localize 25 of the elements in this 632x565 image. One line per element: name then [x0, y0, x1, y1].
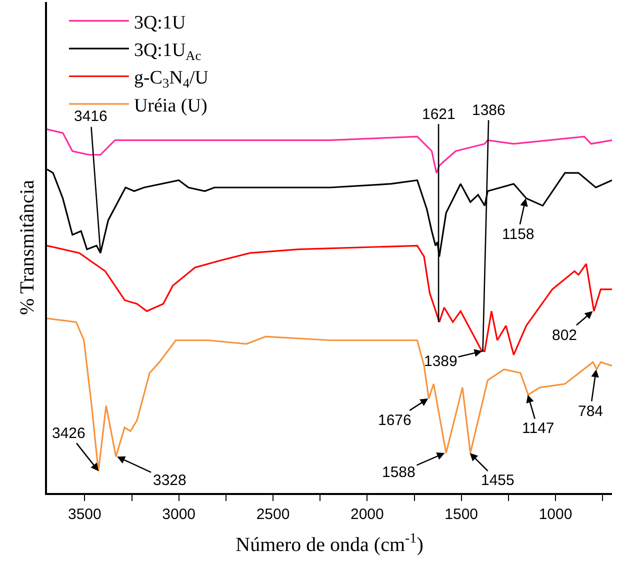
x-tick-label: 3500	[68, 506, 102, 523]
annotation: 1676	[378, 412, 412, 429]
legend-label: Uréia (U)	[134, 95, 208, 116]
annotation: 1158	[502, 226, 534, 243]
x-tick-label: 3000	[162, 506, 196, 523]
annotation: 1389	[424, 353, 458, 370]
legend-label: 3Q:1U	[134, 12, 186, 34]
x-tick-label: 1000	[538, 506, 572, 523]
annotation: 3416	[74, 108, 108, 125]
annotation: 3426	[52, 425, 86, 442]
x-tick-label: 1500	[444, 506, 478, 523]
x-tick-label: 2000	[350, 506, 384, 523]
legend-label: 3Q:1U$_{Ac}$	[134, 40, 202, 63]
annotation: 1455	[481, 472, 514, 489]
x-axis-title: Número de onda (cm$^{-1}$)	[236, 531, 424, 556]
annotation: 1386	[472, 102, 506, 119]
x-tick-label: 2500	[256, 506, 290, 523]
y-axis-title: % Transmitância	[16, 180, 38, 315]
legend-label: g-C$_{3}$N$_{4}$/U	[134, 68, 209, 91]
annotation: 3328	[153, 472, 186, 489]
annotation: 802	[552, 327, 578, 344]
annotation: 1621	[422, 106, 456, 123]
annotation: 784	[578, 403, 604, 420]
annotation: 1147	[522, 420, 554, 437]
annotation: 1588	[382, 464, 416, 481]
